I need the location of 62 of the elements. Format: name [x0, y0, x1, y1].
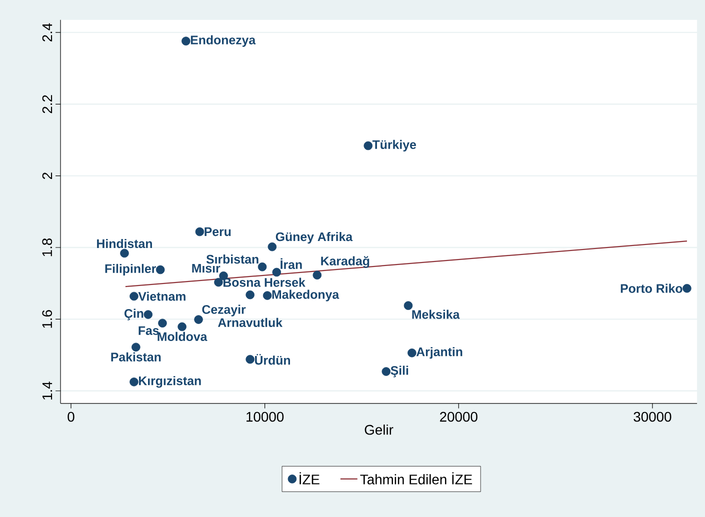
point: [364, 141, 373, 150]
y-tick-label: 2.4: [42, 23, 52, 42]
y-tick-label: 1.6: [42, 310, 52, 328]
point: [246, 354, 254, 364]
y-tick-label: 1.4: [42, 382, 52, 400]
x-tick-label: 30000: [634, 412, 672, 422]
annotation: Türkiye: [372, 140, 416, 152]
point: [246, 290, 254, 300]
annotation: Moldova: [158, 332, 208, 342]
annotation: Kırgızistan: [138, 376, 201, 388]
point: [182, 36, 190, 46]
y-tick-label: 2: [42, 172, 52, 180]
annotation: Sırbistan: [206, 254, 258, 264]
annotation: Peru: [204, 227, 231, 236]
point: [408, 348, 416, 358]
point: [214, 278, 223, 287]
point: [130, 292, 138, 301]
annotation: Mısır: [192, 264, 220, 273]
annotation: Arnavutluk: [218, 318, 282, 328]
annotation: Çin: [124, 308, 144, 320]
annotation: Filipinler: [105, 264, 156, 276]
point: [682, 284, 692, 293]
annotation: Porto Riko: [620, 284, 682, 293]
annotation: İran: [280, 258, 302, 270]
point: [120, 248, 129, 258]
annotation: Ürdün: [255, 354, 290, 365]
point: [158, 318, 167, 328]
annotation: Karadağ: [321, 256, 370, 268]
point: [194, 315, 203, 324]
y-tick-label: 1.8: [42, 238, 52, 256]
point: [130, 378, 138, 386]
annotation: Güney Afrika: [276, 232, 353, 244]
annotation: Hindistan: [97, 238, 152, 248]
point: [144, 310, 153, 319]
annotation: Şili: [390, 366, 408, 378]
point: [404, 301, 413, 310]
point: [382, 367, 391, 376]
x-tick-label: 0: [68, 412, 74, 422]
x-axis-title: Gelir: [364, 424, 394, 435]
legend-label: Tahmin Edilen İZE: [360, 472, 472, 484]
point: [258, 262, 267, 272]
legend-label: İZE: [300, 472, 320, 484]
point: [178, 322, 186, 332]
annotation: Pakistan: [111, 352, 161, 362]
point: [312, 270, 322, 280]
annotation: Meksika: [412, 310, 460, 319]
x-tick-label: 20000: [440, 412, 478, 422]
y-tick-label: 2.2: [42, 95, 52, 114]
x-tick-label: 10000: [246, 412, 284, 422]
annotation: Makedonya: [272, 290, 340, 302]
point: [195, 227, 204, 236]
point: [262, 291, 272, 300]
annotation: Endonezya: [190, 35, 256, 47]
annotation: Bosna Hersek: [224, 278, 306, 287]
annotation: Cezayir: [202, 304, 246, 316]
point: [132, 342, 140, 352]
annotation: Vietnam: [138, 292, 186, 301]
annotation: Arjantin: [416, 347, 462, 359]
point: [156, 265, 165, 274]
point: [272, 268, 282, 277]
point: [268, 242, 277, 252]
annotation: Fas: [138, 326, 159, 335]
